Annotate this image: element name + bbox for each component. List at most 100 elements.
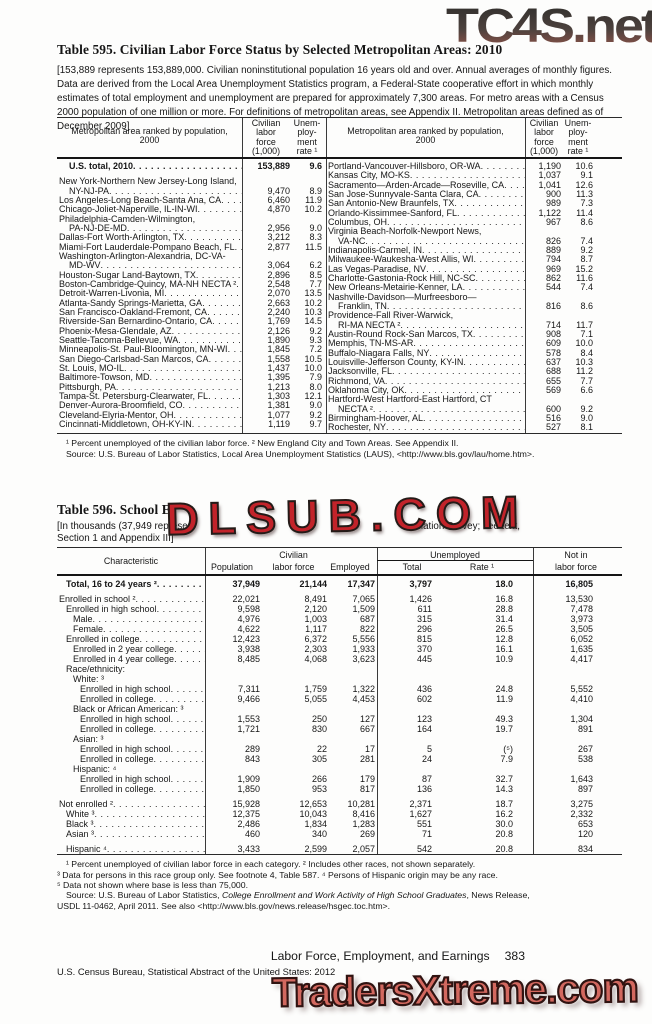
table-595-headnote: [153,889 represents 153,889,000. Civilia… bbox=[57, 64, 612, 134]
row-label-area: Enrolled in high school. . . . . . . . .… bbox=[57, 684, 205, 694]
row-label-area: Asian ³. . . . . . . . . . . . . . . . .… bbox=[57, 829, 205, 839]
labor-force-value: 1,759 bbox=[304, 684, 327, 694]
metro-area-label: Birmingham-Hoover, AL bbox=[328, 413, 424, 423]
dot-leader: . . . . . . . . . . . . . . . . . . . . … bbox=[106, 844, 205, 854]
population-value: 843 bbox=[244, 754, 260, 764]
unemployed-total-value: 370 bbox=[416, 644, 432, 654]
characteristic-label: Enrolled in college bbox=[80, 694, 154, 704]
table-row: Enrolled in high school. . . . . . . . .… bbox=[57, 714, 622, 724]
row-label-area: Atlanta-Sandy Springs-Marietta, GA. . . … bbox=[57, 299, 242, 308]
table-row: San Jose-Sunnyvale-Santa Clara, CA. . . … bbox=[326, 189, 622, 199]
unemployment-rate-value: 11.2 bbox=[576, 366, 593, 377]
metro-area-label: Seattle-Tacoma-Bellevue, WA bbox=[59, 335, 179, 345]
labor-force-value: 9,470 bbox=[267, 185, 290, 196]
characteristic-label: Enrolled in college bbox=[80, 754, 154, 764]
metro-area-label: Dallas-Fort Worth-Arlington, TX bbox=[59, 233, 185, 243]
dot-leader: . . . . . . . . . . . . . . . . . . . . … bbox=[413, 339, 525, 349]
column-rule bbox=[326, 118, 327, 433]
dot-leader: . . . . . . . . . . . . . . . . . . . . … bbox=[426, 264, 525, 274]
population-value: 12,423 bbox=[232, 634, 260, 644]
unemployed-total-value: 123 bbox=[416, 714, 432, 724]
table-595-right-column: Portland-Vancouver-Hillsboro, OR-WA. . .… bbox=[326, 161, 622, 433]
table-row: Enrolled in high school. . . . . . . . .… bbox=[57, 744, 622, 754]
labor-force-value: 953 bbox=[311, 784, 327, 794]
characteristic-label: White ³ bbox=[66, 809, 95, 819]
unemployment-rate-value: 9.1 bbox=[580, 170, 593, 181]
metro-area-label: St. Louis, MO-IL bbox=[59, 363, 125, 373]
watermark-tradersxtreme: TradersXtreme.com bbox=[271, 963, 640, 1016]
unemployed-total-value: 2,371 bbox=[409, 799, 432, 809]
dot-leader: . . . . . . . . . . . . . . . . . . . . … bbox=[372, 404, 525, 414]
metro-area-label: Boston-Cambridge-Quincy, MA-NH NECTA ² bbox=[59, 279, 237, 289]
unemployment-rate-value: 6.6 bbox=[580, 384, 593, 395]
table-row: Austin-Round Rock-San Marcos, TX. . . . … bbox=[326, 329, 622, 339]
table-595-title: Table 595. Civilian Labor Force Status b… bbox=[57, 42, 503, 57]
metro-area-label: San Francisco-Oakland-Fremont, CA bbox=[59, 307, 208, 317]
labor-force-value: 1,003 bbox=[304, 614, 327, 624]
population-value: 4,976 bbox=[237, 614, 260, 624]
metro-area-label: Sacramento—Arden-Arcade—Roseville, CA bbox=[328, 180, 505, 190]
metro-area-label: Milwaukee-Waukesha-West Allis, WI bbox=[328, 255, 474, 265]
metro-area-label: Louisville-Jefferson County, KY-IN bbox=[328, 357, 464, 367]
row-label-area: Jacksonville, FL. . . . . . . . . . . . … bbox=[326, 367, 525, 376]
table-row: Enrolled in high school. . . . . . . . .… bbox=[57, 774, 622, 784]
labor-force-value: 10,043 bbox=[299, 809, 327, 819]
metro-area-label: Rochester, NY bbox=[328, 423, 387, 433]
table-row: NECTA ². . . . . . . . . . . . . . . . .… bbox=[326, 404, 622, 414]
table-row: Los Angeles-Long Beach-Santa Ana, CA. . … bbox=[57, 195, 326, 205]
labor-force-value: 8,491 bbox=[304, 594, 327, 604]
population-value: 3,938 bbox=[237, 644, 260, 654]
unemployment-rate-value: 15.2 bbox=[575, 263, 593, 274]
characteristic-label: Male bbox=[73, 614, 93, 624]
labor-force-value: 2,896 bbox=[267, 269, 290, 280]
unemployment-rate-value: 8.4 bbox=[580, 347, 593, 358]
dot-leader: . . . . . . . . . . . . . . . . . . . . … bbox=[174, 644, 205, 654]
population-value: 460 bbox=[244, 829, 260, 839]
dot-leader: . . . . . . . . . . . . . . . . . . . . … bbox=[170, 774, 205, 784]
unemployment-rate-value: 9.0 bbox=[309, 222, 322, 233]
table-row: Enrolled in high school. . . . . . . . .… bbox=[57, 684, 622, 694]
employed-value: 17,347 bbox=[347, 579, 375, 589]
table-row: Enrolled in college. . . . . . . . . . .… bbox=[57, 634, 622, 644]
column-header-rate: Rate ¹ bbox=[469, 562, 495, 572]
labor-force-value: 1,381 bbox=[267, 400, 290, 411]
table-row: Riverside-San Bernardino-Ontario, CA. . … bbox=[57, 316, 326, 326]
metro-area-label: Indianapolis-Carmel, IN bbox=[328, 245, 423, 255]
metro-area-label: New York-Northern New Jersey-Long Island… bbox=[59, 177, 237, 187]
metro-area-label: Baltimore-Towson, MD bbox=[59, 373, 150, 383]
table-row: Denver-Aurora-Broomfield, CO. . . . . . … bbox=[57, 400, 326, 411]
characteristic-label: Enrolled in high school bbox=[80, 744, 171, 754]
not-in-labor-force-value: 2,332 bbox=[570, 809, 593, 819]
not-in-labor-force-value: 653 bbox=[577, 819, 593, 829]
metro-area-label: U.S. total, 2010 bbox=[69, 162, 134, 171]
employed-value: 281 bbox=[359, 754, 375, 764]
table-row: U.S. total, 2010. . . . . . . . . . . . … bbox=[57, 161, 326, 171]
table-596-headnote-line2: Section 1 and Appendix III] bbox=[57, 533, 174, 544]
table-row: Black ³. . . . . . . . . . . . . . . . .… bbox=[57, 819, 622, 829]
row-label-area: Richmond, VA. . . . . . . . . . . . . . … bbox=[326, 377, 525, 386]
dot-leader: . . . . . . . . . . . . . . . . . . . . … bbox=[153, 754, 205, 764]
unemployment-rate-value: 6.2 bbox=[309, 260, 322, 271]
table-row: Enrolled in 4 year college. . . . . . . … bbox=[57, 654, 622, 664]
labor-force-value: 1,117 bbox=[305, 624, 327, 634]
dot-leader: . . . . . . . . . . . . . . . . . . . . … bbox=[133, 162, 242, 171]
row-label-area: Riverside-San Bernardino-Ontario, CA. . … bbox=[57, 317, 242, 326]
row-label-area: Indianapolis-Carmel, IN. . . . . . . . .… bbox=[326, 246, 525, 255]
metro-area-label: Denver-Aurora-Broomfield, CO bbox=[59, 401, 183, 411]
metro-area-label: Pittsburgh, PA bbox=[59, 382, 116, 392]
table-row: San Francisco-Oakland-Fremont, CA. . . .… bbox=[57, 307, 326, 317]
unemployed-rate-value: 26.5 bbox=[495, 624, 513, 634]
table-row: White ³. . . . . . . . . . . . . . . . .… bbox=[57, 809, 622, 819]
text-line: Source: U.S. Bureau of Labor Statistics,… bbox=[66, 448, 535, 459]
row-label-area: San Diego-Carlsbad-San Marcos, CA. . . .… bbox=[57, 355, 242, 364]
row-label-area: Buffalo-Niagara Falls, NY. . . . . . . .… bbox=[326, 349, 525, 358]
characteristic-label: Enrolled in high school bbox=[66, 604, 157, 614]
unemployed-rate-value: 30.0 bbox=[495, 819, 513, 829]
row-label-area: Enrolled in college. . . . . . . . . . .… bbox=[57, 784, 205, 794]
unemployment-rate-value: 7.3 bbox=[580, 198, 593, 209]
labor-force-value: 21,144 bbox=[299, 579, 327, 589]
dot-leader: . . . . . . . . . . . . . . . . . . . . … bbox=[409, 171, 525, 181]
row-label-area: Hartford-West Hartford-East Hartford, CT bbox=[326, 395, 525, 404]
metro-area-label: Memphis, TN-MS-AR bbox=[328, 339, 414, 349]
unemployment-rate-value: 10.6 bbox=[575, 161, 593, 171]
